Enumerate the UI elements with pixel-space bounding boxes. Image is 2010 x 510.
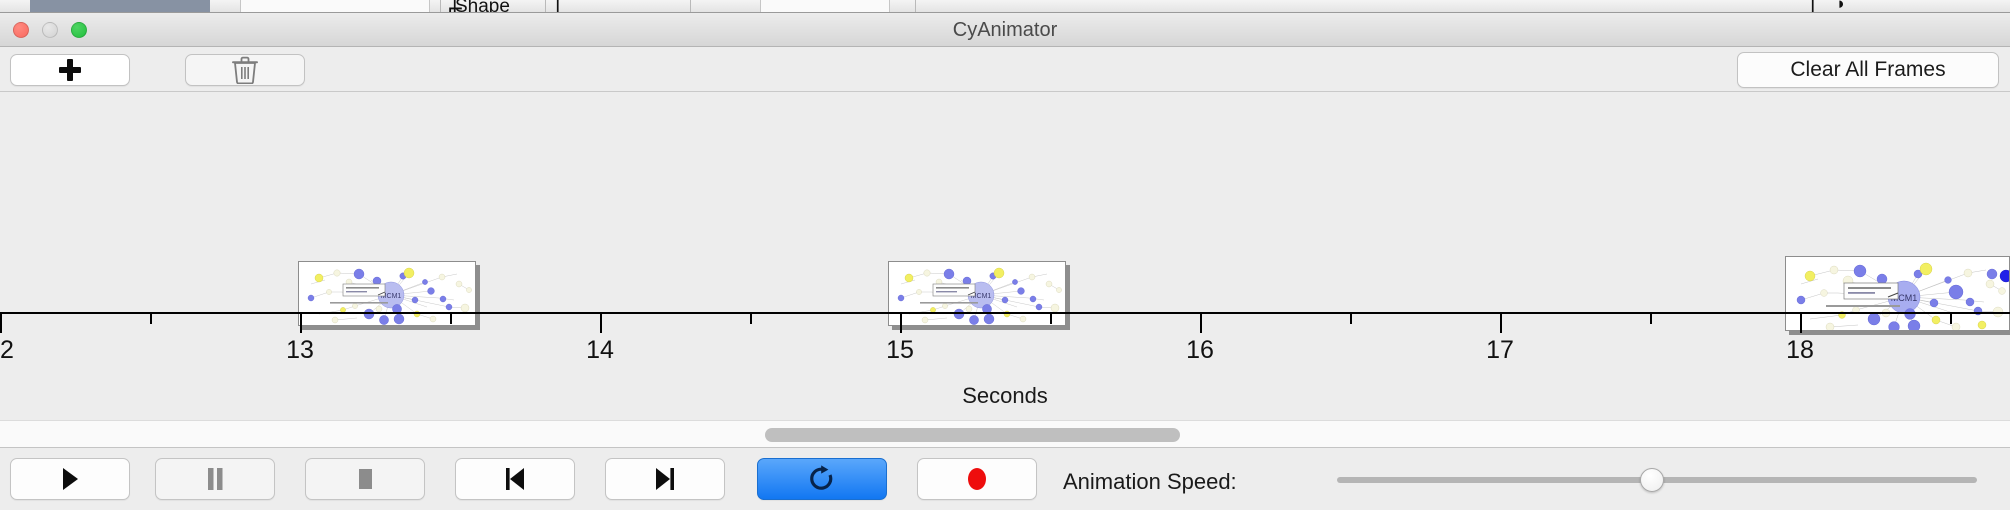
add-frame-button[interactable] [10,54,130,86]
axis-tick-label: 12 [0,336,14,364]
axis-tick-minor [1050,314,1052,324]
axis-title: Seconds [962,383,1048,408]
skip-to-end-button[interactable] [605,458,725,500]
network-graph-preview: MCM1 [299,262,475,325]
plus-icon [59,59,81,81]
background-toolbar-segment [760,0,890,12]
skip-to-start-button[interactable] [455,458,575,500]
background-divider [440,0,441,12]
background-glyph: | [555,0,561,13]
axis-tick-minor [1650,314,1652,324]
axis-tick-label: 16 [1186,336,1214,364]
delete-frame-button[interactable] [185,54,305,86]
background-app-label: Shape [455,0,510,13]
axis-tick-minor [750,314,752,324]
play-button[interactable] [10,458,130,500]
keyframe-thumbnail[interactable]: MCM1 [1785,256,2010,331]
close-button[interactable] [13,22,29,38]
skip-forward-icon [656,468,674,490]
axis-tick-label: 17 [1486,336,1514,364]
background-window-strip: | | ⌐ | ◗ Shape [0,0,2010,13]
clear-all-frames-button[interactable]: Clear All Frames [1737,52,1999,88]
axis-tick-label: 13 [286,336,314,364]
loop-icon [810,465,833,490]
scrollbar-thumb[interactable] [765,428,1180,442]
toolbar: Clear All Frames [0,47,2010,92]
skip-back-icon [506,468,524,490]
timeline-panel[interactable]: MCM1 [0,93,2010,331]
animation-speed-label: Animation Speed: [1063,469,1237,494]
axis-tick-major [900,314,902,333]
keyframe-thumbnail[interactable]: MCM1 [298,261,476,326]
axis-tick-label: 18 [1786,336,1814,364]
axis-tick-label: 14 [586,336,614,364]
background-glyph: ◗ [1836,0,1847,13]
network-graph-preview: MCM1 [1786,257,2009,330]
axis-tick-minor [1350,314,1352,324]
minimize-button[interactable] [42,22,58,38]
axis-tick-major [1800,314,1802,333]
background-divider [915,0,916,12]
axis-tick-label: 15 [886,336,914,364]
axis-tick-minor [150,314,152,324]
stop-icon [359,469,372,489]
window-controls [13,22,87,38]
background-tab [30,0,210,12]
axis-tick-major [0,314,2,333]
playback-control-bar: Animation Speed: [0,449,2010,510]
svg-text:MCM1: MCM1 [381,293,402,300]
zoom-button[interactable] [71,22,87,38]
axis-tick-major [1500,314,1502,333]
stop-button[interactable] [305,458,425,500]
axis-line [0,312,2010,314]
background-divider [690,0,691,12]
axis-tick-major [300,314,302,333]
timeline-scrollbar[interactable] [0,420,2010,448]
background-toolbar-segment [240,0,430,12]
background-divider [545,0,546,12]
background-glyph: ⌐ [448,0,463,12]
record-icon [968,468,986,490]
axis-tick-major [600,314,602,333]
axis-tick-major [1200,314,1202,333]
animation-speed-slider-thumb[interactable] [1640,468,1664,492]
axis-tick-minor [1950,314,1952,324]
svg-text:MCM1: MCM1 [1891,293,1918,303]
svg-text:MCM1: MCM1 [971,293,992,300]
play-icon [63,468,78,490]
background-glyph: | [452,0,458,13]
record-button[interactable] [917,458,1037,500]
axis-tick-minor [450,314,452,324]
background-glyph: | [1810,0,1816,13]
window-title: CyAnimator [952,19,1058,41]
keyframe-thumbnail[interactable]: MCM1 [888,261,1066,326]
pause-icon [208,468,223,490]
timeline-axis: 12 13 14 15 16 17 18 [0,312,2010,387]
loop-button[interactable] [757,458,887,500]
title-bar: CyAnimator [0,13,2010,47]
pause-button[interactable] [155,458,275,500]
network-graph-preview: MCM1 [889,262,1065,325]
trash-icon [232,56,258,84]
